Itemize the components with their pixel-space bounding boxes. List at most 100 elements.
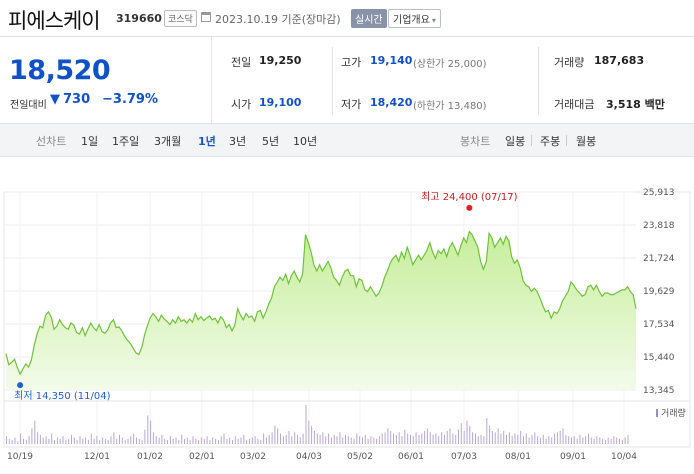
- line-chart-label: 선차트: [36, 135, 67, 148]
- y-tick-label: 23,818: [643, 221, 675, 231]
- volume-bar: [195, 438, 197, 444]
- volume-bar: [152, 432, 154, 444]
- volume-bar: [56, 437, 58, 444]
- divider: [538, 47, 539, 115]
- volume-bar: [172, 438, 174, 444]
- min-point: [17, 382, 24, 389]
- volume-bar: [184, 438, 185, 444]
- volume-bar: [596, 436, 598, 444]
- volume-bar: [554, 433, 556, 444]
- volume-bar: [381, 433, 383, 444]
- tab-weekly-candle[interactable]: 주봉: [540, 135, 561, 148]
- volume-bar: [426, 428, 428, 444]
- volume-bar: [429, 432, 431, 444]
- company-overview-dropdown[interactable]: 기업개요 ▾: [388, 9, 441, 28]
- volume-bar: [249, 438, 250, 444]
- max-label: 최고 24,400 (07/17): [421, 191, 517, 203]
- y-tick-label: 17,534: [643, 320, 675, 330]
- down-arrow-icon: ▼: [50, 92, 60, 107]
- volume-bar: [571, 437, 572, 444]
- volume-bar: [243, 434, 245, 444]
- tab-monthly-candle[interactable]: 월봉: [576, 135, 597, 148]
- high-value: 19,140: [370, 54, 413, 67]
- y-tick-label: 19,629: [643, 287, 675, 297]
- volume-bar: [42, 437, 44, 444]
- volume-bar: [350, 437, 352, 444]
- quote-panel: 18,520 전일대비 ▼ 730 −3.79% 전일 19,250 시가 19…: [0, 36, 694, 123]
- x-tick-label: 09/01: [560, 452, 586, 462]
- x-tick-label: 04/03: [296, 452, 322, 462]
- volume-bar: [494, 432, 496, 444]
- x-tick-label: 07/03: [451, 452, 477, 462]
- y-tick-label: 13,345: [643, 386, 675, 396]
- chart-period-tabs: 선차트 1일 1주일 3개월 1년 3년 5년 10년 봉차트 일봉 주봉 월봉: [0, 123, 694, 157]
- volume-bar: [576, 438, 578, 444]
- x-tick-label: 02/01: [189, 452, 215, 462]
- volume-bar: [621, 440, 623, 444]
- volume-bar: [291, 436, 293, 444]
- volume-bar: [525, 433, 527, 444]
- volume-bar: [186, 437, 188, 444]
- tab-5y[interactable]: 5년: [262, 135, 280, 148]
- volume-bar: [20, 433, 22, 444]
- volume-bar: [599, 437, 601, 444]
- volume-bar: [548, 436, 550, 444]
- change-value: 730: [63, 92, 91, 107]
- volume-bar: [539, 437, 541, 444]
- volume-legend-swatch: [656, 409, 658, 417]
- volume-bar: [257, 438, 259, 444]
- volume-bar: [500, 433, 502, 444]
- volume-bar: [579, 434, 581, 444]
- tab-1d[interactable]: 1일: [81, 135, 99, 148]
- volume-bar: [96, 436, 98, 444]
- volume-bar: [82, 438, 84, 444]
- volume-bar: [458, 429, 459, 444]
- volume-bar: [297, 434, 298, 444]
- volume-bar: [616, 437, 618, 444]
- volume-bar: [265, 437, 267, 444]
- volume-bar: [345, 434, 346, 444]
- volume-bar: [542, 434, 544, 444]
- realtime-button[interactable]: 실시간: [351, 9, 387, 28]
- volume-bar: [489, 425, 491, 444]
- volume-bar: [593, 438, 595, 444]
- volume-bar: [511, 436, 513, 444]
- tab-10y[interactable]: 10년: [293, 135, 318, 148]
- candle-chart-label: 봉차트: [460, 135, 491, 148]
- x-tick-label: 01/02: [137, 452, 163, 462]
- tab-3m[interactable]: 3개월: [154, 135, 182, 148]
- volume-bar: [138, 438, 140, 444]
- price-line: [5, 230, 637, 376]
- stock-name: 피에스케이: [8, 9, 101, 33]
- volume-bar: [90, 433, 92, 444]
- tab-3y[interactable]: 3년: [229, 135, 247, 148]
- volume-bar: [573, 436, 575, 444]
- volume-bar: [294, 432, 296, 444]
- volume-bar: [113, 432, 115, 444]
- volume-bar: [130, 436, 132, 444]
- tab-daily-candle[interactable]: 일봉: [505, 135, 526, 148]
- volume-bar: [189, 440, 191, 444]
- volume-bar: [463, 431, 465, 444]
- volume-bar: [28, 436, 30, 444]
- volume-bar: [325, 436, 327, 444]
- tab-1w[interactable]: 1주일: [112, 135, 140, 148]
- volume-bar: [209, 440, 211, 444]
- volume-bar: [565, 434, 567, 444]
- calendar-icon: [201, 12, 211, 22]
- volume-bar: [288, 431, 290, 444]
- volume-bar: [523, 436, 524, 444]
- x-tick-label: 10/04: [611, 452, 637, 462]
- volume-bar: [251, 437, 253, 444]
- volume-bar: [364, 434, 366, 444]
- volume-bar: [76, 440, 78, 444]
- volume-bar: [308, 420, 310, 444]
- volume-bar: [534, 432, 536, 444]
- volume-bar: [477, 436, 479, 444]
- tab-1y[interactable]: 1년: [198, 135, 216, 148]
- market-badge: 코스닥: [164, 10, 197, 27]
- volume-bar: [497, 428, 499, 444]
- volume-bar: [531, 434, 533, 444]
- volume-bar: [435, 433, 437, 444]
- volume-bar: [568, 436, 570, 444]
